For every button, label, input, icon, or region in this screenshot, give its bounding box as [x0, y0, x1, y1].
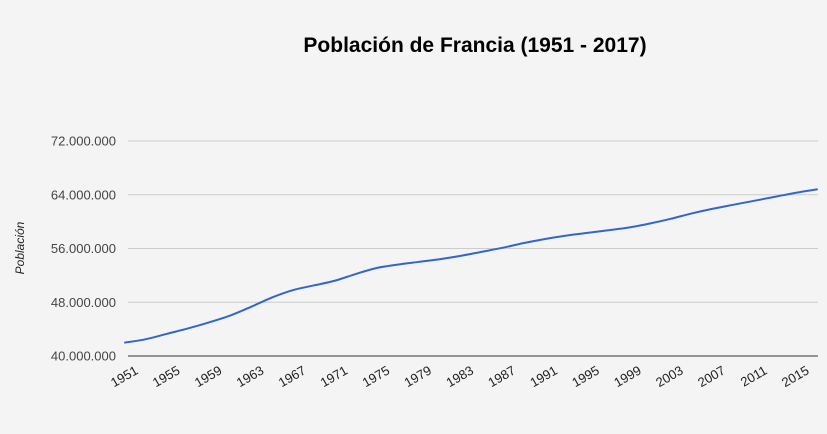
data-point [580, 227, 592, 239]
data-point [266, 292, 278, 304]
x-tick-label: 1999 [611, 363, 644, 390]
x-tick-label: 1951 [108, 363, 141, 390]
x-tick-label: 2007 [695, 363, 728, 390]
data-point [224, 310, 236, 322]
data-point [538, 233, 550, 245]
x-axis-ticks: 1951 1955 1959 1963 1967 1971 1975 1979 1983 1987… [108, 363, 812, 390]
x-tick-label: 1987 [485, 363, 518, 390]
y-tick-label: 64.000.000 [51, 187, 116, 202]
data-point [475, 246, 487, 258]
data-point [790, 187, 802, 199]
y-tick-label: 48.000.000 [51, 295, 116, 310]
x-tick-label: 1955 [150, 363, 183, 390]
y-tick-label: 72.000.000 [51, 134, 116, 149]
data-point [727, 199, 739, 211]
data-point [811, 183, 823, 195]
x-tick-label: 1975 [360, 363, 393, 390]
x-tick-label: 2011 [738, 363, 770, 390]
data-point [329, 275, 341, 287]
x-tick-label: 2015 [779, 363, 812, 390]
data-point [392, 259, 404, 271]
series-layer [119, 183, 823, 349]
data-point [496, 242, 508, 254]
population-series-line [124, 188, 818, 344]
data-point [161, 328, 173, 340]
data-point [643, 218, 655, 230]
data-point [287, 284, 299, 296]
data-point [182, 322, 194, 334]
data-point [748, 195, 760, 207]
data-point [664, 213, 676, 225]
x-tick-label: 1971 [318, 363, 351, 390]
gridlines [128, 140, 818, 357]
data-point [308, 279, 320, 291]
data-point [245, 301, 257, 313]
data-point [601, 224, 613, 236]
x-tick-label: 1959 [192, 363, 225, 390]
x-tick-label: 1991 [527, 363, 560, 390]
x-tick-label: 2003 [653, 363, 686, 390]
data-point [559, 230, 571, 242]
data-point [140, 333, 152, 345]
data-point [622, 222, 634, 234]
x-tick-label: 1983 [443, 363, 476, 390]
x-tick-label: 1963 [234, 363, 267, 390]
chart-title: Población de Francia (1951 - 2017) [303, 34, 646, 57]
data-point [203, 316, 215, 328]
data-point [413, 256, 425, 268]
x-tick-label: 1995 [569, 363, 602, 390]
y-axis-label: Población [13, 221, 27, 274]
data-point [769, 191, 781, 203]
data-point [434, 253, 446, 265]
data-point [455, 250, 467, 262]
y-axis-ticks: 40.000.000 48.000.000 56.000.000 64.000.000… [51, 134, 116, 364]
data-point [119, 337, 131, 349]
data-point [371, 262, 383, 274]
data-point [517, 237, 529, 249]
data-point [685, 208, 697, 220]
x-tick-label: 1979 [402, 363, 435, 390]
y-tick-label: 56.000.000 [51, 241, 116, 256]
data-point [350, 268, 362, 280]
data-point [706, 203, 718, 215]
y-tick-label: 40.000.000 [51, 349, 116, 364]
x-tick-label: 1967 [276, 363, 309, 390]
